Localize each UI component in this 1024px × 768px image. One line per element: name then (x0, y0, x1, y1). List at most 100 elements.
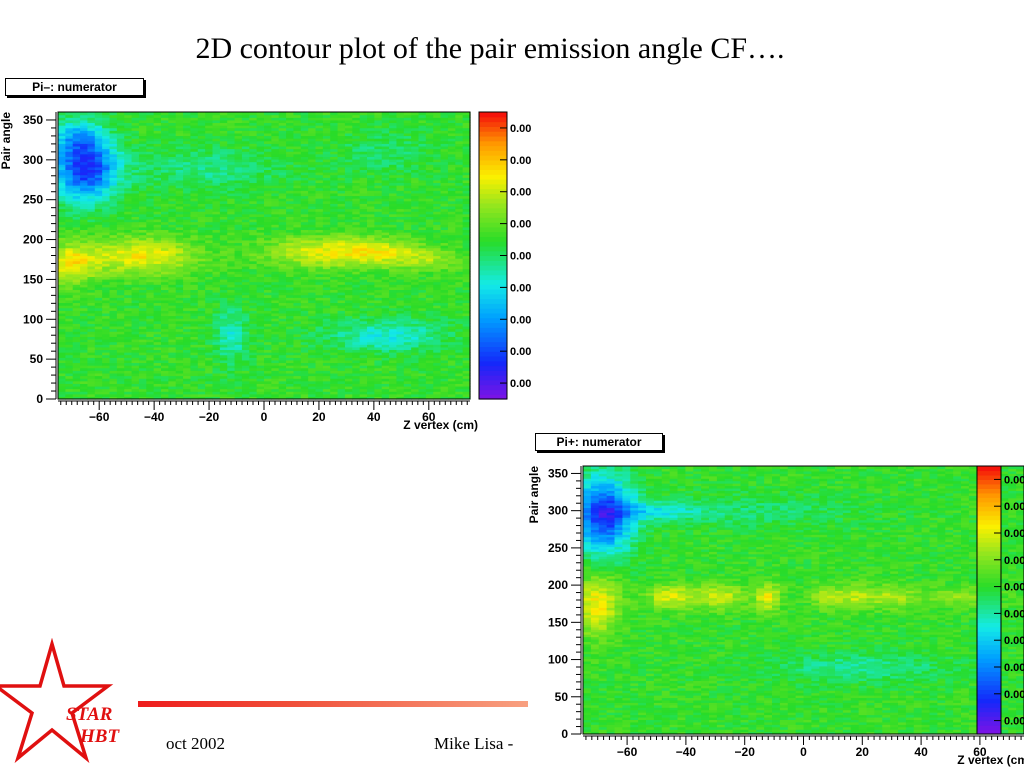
heatmap-cell (219, 388, 228, 392)
heatmap-cell (433, 325, 442, 330)
heatmap-cell (153, 258, 162, 262)
heatmap-cell (65, 179, 74, 184)
heatmap-cell (124, 346, 133, 351)
heatmap-cell (271, 198, 280, 202)
heatmap-cell (455, 265, 464, 270)
heatmap-cell (234, 338, 243, 343)
heatmap-cell (293, 284, 302, 288)
heatmap-cell (153, 185, 162, 189)
heatmap-cell (80, 284, 89, 288)
heatmap-cell (175, 380, 184, 384)
heatmap-cell (175, 169, 184, 173)
heatmap-cell (367, 195, 375, 199)
heatmap-cell (403, 333, 412, 337)
heatmap-cell (190, 305, 199, 309)
heatmap-cell (161, 299, 169, 304)
heatmap-cell (131, 166, 140, 170)
heatmap-cell (153, 169, 162, 173)
heatmap-cell (241, 278, 250, 283)
heatmap-cell (249, 190, 258, 194)
heatmap-cell (175, 260, 184, 264)
heatmap-cell (418, 367, 427, 371)
heatmap-cell (440, 331, 449, 335)
heatmap-cell (322, 211, 331, 215)
heatmap-cell (161, 237, 169, 241)
heatmap-cell (227, 383, 236, 387)
heatmap-cell (131, 174, 140, 178)
heatmap-cell (183, 367, 192, 371)
heatmap-cell (124, 268, 133, 272)
heatmap-cell (381, 177, 390, 181)
heatmap-cell (227, 380, 236, 384)
heatmap-cell (227, 359, 236, 364)
heatmap-cell (227, 297, 236, 301)
heatmap-cell (418, 203, 427, 207)
heatmap-cell (359, 224, 368, 228)
heatmap-cell (278, 284, 287, 288)
heatmap-cell (87, 352, 96, 356)
heatmap-cell (138, 378, 147, 382)
heatmap-cell (308, 245, 317, 249)
heatmap-cell (447, 208, 456, 212)
heatmap-cell (138, 190, 147, 194)
heatmap-cell (308, 247, 317, 251)
heatmap-cell (455, 307, 464, 311)
heatmap-cell (447, 323, 456, 327)
heatmap-cell (300, 203, 309, 207)
heatmap-cell (227, 354, 236, 358)
heatmap-cell (381, 336, 390, 340)
heatmap-cell (65, 172, 74, 176)
heatmap-cell (315, 307, 324, 311)
heatmap-cell (396, 213, 405, 217)
heatmap-cell (462, 323, 471, 327)
heatmap-cell (183, 190, 192, 194)
heatmap-cell (411, 367, 420, 371)
heatmap-cell (264, 396, 272, 400)
heatmap-cell (241, 192, 250, 197)
heatmap-cell (315, 302, 324, 306)
heatmap-cell (455, 166, 464, 170)
heatmap-cell (271, 315, 280, 319)
heatmap-cell (462, 211, 471, 215)
heatmap-cell (124, 242, 133, 246)
heatmap-cell (72, 265, 81, 270)
heatmap-cell (264, 271, 272, 275)
heatmap-cell (190, 331, 199, 335)
heatmap-cell (190, 211, 199, 215)
heatmap-cell (153, 292, 162, 296)
heatmap-cell (146, 292, 155, 296)
heatmap-cell (256, 265, 265, 270)
heatmap-cell (330, 172, 339, 176)
heatmap-cell (212, 344, 221, 348)
heatmap-cell (462, 174, 471, 178)
heatmap-cell (116, 396, 125, 400)
heatmap-cell (205, 331, 214, 335)
heatmap-cell (72, 310, 81, 314)
heatmap-cell (418, 349, 427, 353)
heatmap-cell (447, 213, 456, 217)
heatmap-cell (212, 357, 221, 361)
heatmap-cell (374, 284, 383, 288)
heatmap-cell (411, 237, 420, 241)
heatmap-cell (183, 305, 192, 309)
heatmap-cell (190, 192, 199, 197)
heatmap-cell (131, 271, 140, 275)
heatmap-cell (308, 213, 317, 217)
heatmap-cell (359, 318, 368, 322)
heatmap-cell (102, 299, 111, 304)
heatmap-cell (381, 273, 390, 277)
heatmap-cell (330, 367, 339, 371)
heatmap-cell (308, 234, 317, 238)
heatmap-cell (322, 260, 331, 264)
heatmap-cell (58, 354, 66, 358)
heatmap-cell (300, 234, 309, 238)
heatmap-cell (447, 286, 456, 291)
heatmap-cell (153, 370, 162, 374)
heatmap-cell (440, 203, 449, 207)
heatmap-cell (58, 276, 66, 280)
heatmap-cell (455, 336, 464, 340)
heatmap-cell (212, 333, 221, 337)
heatmap-cell (256, 383, 265, 387)
heatmap-cell (241, 292, 250, 296)
heatmap-cell (286, 200, 295, 204)
